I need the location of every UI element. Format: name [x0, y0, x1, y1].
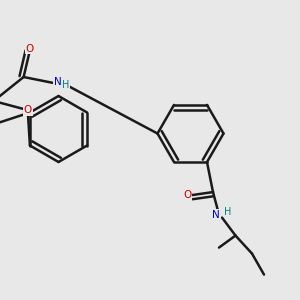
Text: O: O	[24, 105, 32, 115]
Text: N: N	[212, 210, 220, 220]
Text: O: O	[26, 44, 34, 53]
Text: H: H	[224, 207, 231, 217]
Text: H: H	[62, 80, 69, 89]
Text: N: N	[54, 76, 62, 86]
Text: O: O	[183, 190, 192, 200]
